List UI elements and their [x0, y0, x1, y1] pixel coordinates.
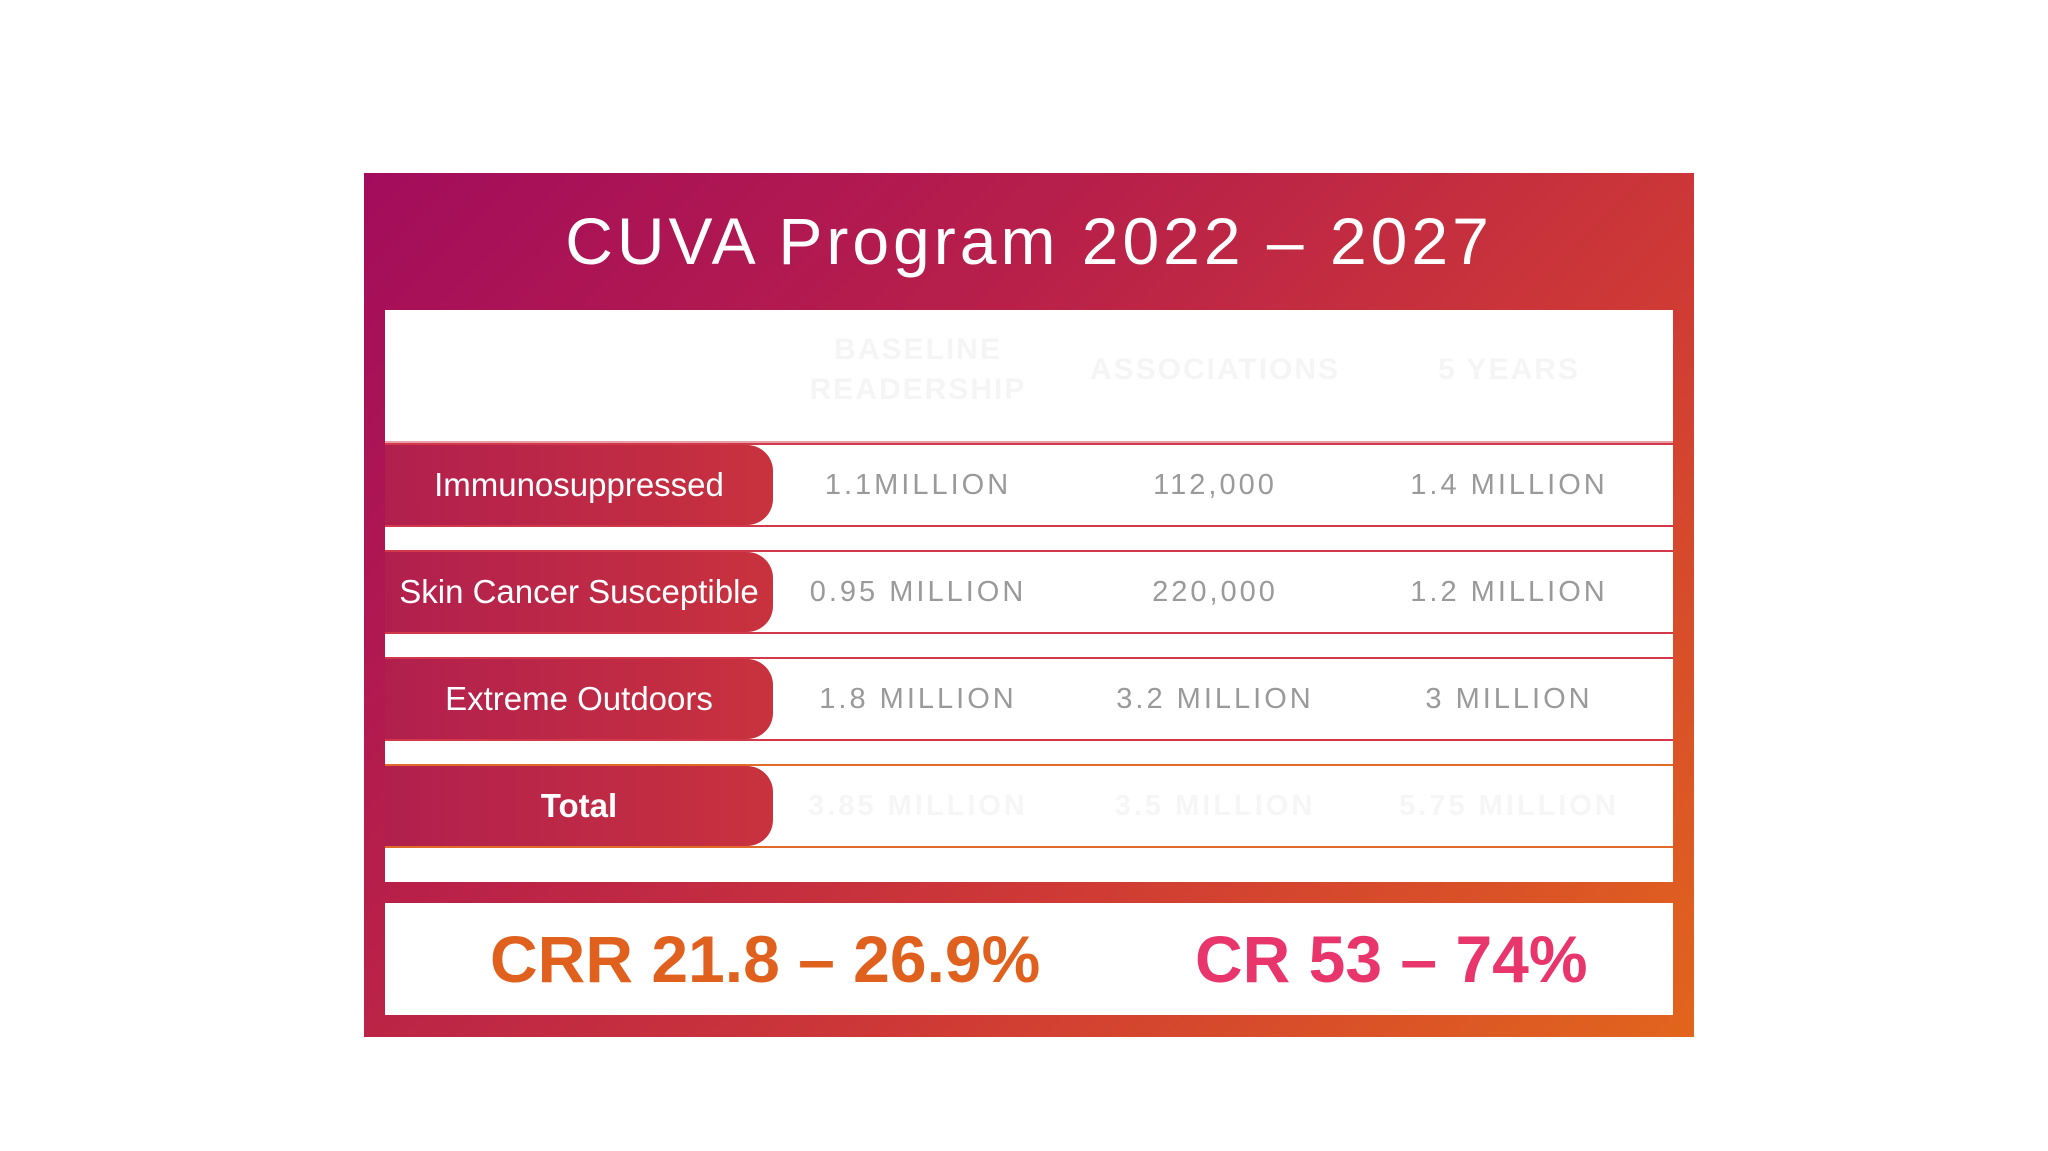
table-row: Immunosuppressed 1.1MILLION 112,000 1.4 … [385, 443, 1673, 527]
card-title: CUVA Program 2022 – 2027 [565, 204, 1493, 278]
table-cell: 220,000 [1152, 575, 1278, 608]
table-row: Extreme Outdoors 1.8 MILLION 3.2 MILLION… [385, 657, 1673, 741]
table-cell: 3 MILLION [1425, 682, 1593, 715]
table-cell: 112,000 [1153, 468, 1277, 501]
table-cell: 1.8 MILLION [819, 682, 1017, 715]
cr-stat: CR 53 – 74% [1195, 922, 1588, 996]
row-label: Skin Cancer Susceptible [385, 552, 773, 632]
row-label: Immunosuppressed [385, 445, 773, 525]
column-header: BASELINE READERSHIP [809, 333, 1027, 406]
total-row: Total 3.85 MILLION 3.5 MILLION 5.75 MILL… [385, 764, 1673, 848]
table-cell: 3.2 MILLION [1116, 682, 1314, 715]
row-label: Extreme Outdoors [385, 659, 773, 739]
table-cell: 1.2 MILLION [1410, 575, 1608, 608]
column-header: 5 YEARS [1438, 353, 1580, 386]
table-cell: 1.1MILLION [824, 468, 1012, 501]
column-header: ASSOCIATIONS [1089, 353, 1341, 386]
table-row: Skin Cancer Susceptible 0.95 MILLION 220… [385, 550, 1673, 634]
program-table: BASELINE READERSHIP ASSOCIATIONS 5 YEARS… [385, 310, 1673, 882]
program-card: CUVA Program 2022 – 2027 BASELINE READER… [364, 173, 1694, 1037]
total-cell: 3.85 MILLION [808, 789, 1028, 822]
table-cell: 0.95 MILLION [809, 575, 1027, 608]
total-cell: 5.75 MILLION [1399, 789, 1619, 822]
crr-stat: CRR 21.8 – 26.9% [490, 922, 1041, 996]
table-header-row: BASELINE READERSHIP ASSOCIATIONS 5 YEARS [385, 310, 1673, 443]
stats-box: CRR 21.8 – 26.9% CR 53 – 74% [385, 903, 1673, 1015]
total-cell: 3.5 MILLION [1114, 789, 1316, 822]
total-label: Total [385, 766, 773, 846]
table-cell: 1.4 MILLION [1410, 468, 1608, 501]
